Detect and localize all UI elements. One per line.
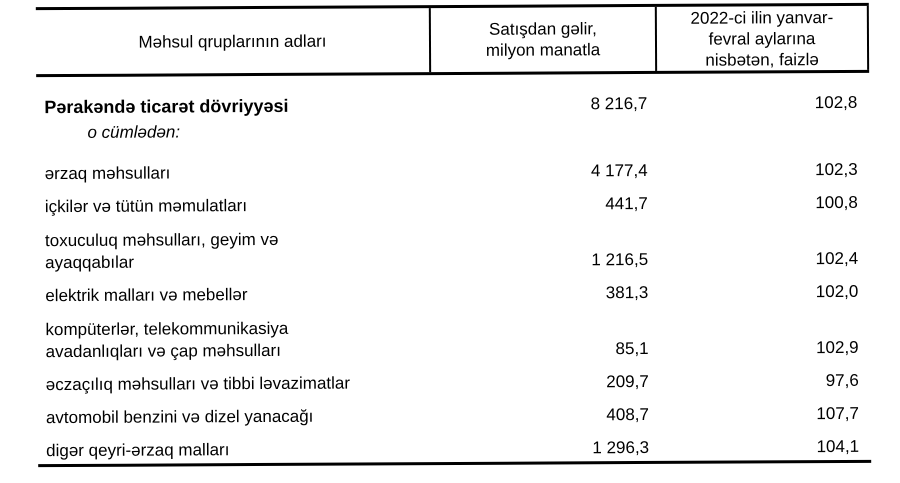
row-value-percent: 100,8 bbox=[815, 192, 858, 213]
row-value-percent: 97,6 bbox=[825, 370, 859, 391]
table-row: ərzaq məhsulları 4 177,4 102,3 bbox=[37, 159, 870, 184]
row-value-revenue: 441,7 bbox=[605, 193, 648, 214]
row-value-revenue: 381,3 bbox=[605, 282, 649, 303]
row-value-revenue: 1 216,5 bbox=[591, 249, 649, 270]
table-row: kompüterlər, telekommunikasiya avadanlıq… bbox=[37, 315, 870, 363]
row-label: ərzaq məhsulları bbox=[44, 163, 171, 184]
row-label: digər qeyri-ərzaq malları bbox=[46, 440, 230, 461]
row-value-percent: 104,1 bbox=[816, 436, 860, 457]
row-label: əczaçılıq məhsulları və tibbi ləvazimatl… bbox=[45, 373, 351, 395]
row-value-percent: 102,3 bbox=[815, 159, 858, 180]
column-header-sales-revenue: Satışdan gəlir, milyon manatla bbox=[428, 6, 656, 73]
including-note-label: o cümlədən: bbox=[87, 122, 181, 142]
row-label-retail-turnover: Pərakəndə ticarət dövriyyəsi bbox=[44, 95, 289, 118]
row-value-percent: 102,0 bbox=[815, 281, 859, 302]
column-header-product-groups: Məhsul qruplarının adları bbox=[138, 31, 327, 52]
row-label: toxuculuq məhsulları, geyim və ayaqqabıl… bbox=[44, 229, 279, 273]
row-label: içkilər və tütün məmulatları bbox=[44, 196, 248, 217]
table-row: içkilər və tütün məmulatları 441,7 100,8 bbox=[37, 192, 870, 217]
row-value-percent: 102,4 bbox=[815, 248, 859, 269]
row-value-revenue: 8 216,7 bbox=[590, 93, 648, 114]
column-header-percent-vs-2022: 2022-ci ilin yanvar- fevral aylarına nis… bbox=[654, 5, 870, 71]
row-value-percent: 107,7 bbox=[816, 403, 859, 424]
table-row: digər qeyri-ərzaq malları 1 296,3 104,1 bbox=[38, 436, 871, 461]
table-row: avtomobil benzini və dizel yanacağı 408,… bbox=[38, 403, 871, 428]
row-value-percent: 102,8 bbox=[814, 92, 858, 113]
table-row: elektrik malları və mebellər 381,3 102,0 bbox=[37, 281, 870, 306]
row-value-percent: 102,9 bbox=[815, 337, 859, 358]
row-value-revenue: 209,7 bbox=[606, 371, 649, 392]
row-value-revenue: 1 296,3 bbox=[592, 437, 650, 458]
row-value-revenue: 4 177,4 bbox=[590, 160, 648, 181]
row-label: kompüterlər, telekommunikasiya avadanlıq… bbox=[45, 318, 289, 362]
row-value-revenue: 85,1 bbox=[615, 338, 649, 359]
retail-trade-table: Məhsul qruplarının adları Satışdan gəlir… bbox=[35, 2, 872, 468]
table-row-total: Pərakəndə ticarət dövriyyəsi 8 216,7 102… bbox=[36, 93, 869, 117]
row-value-revenue: 408,7 bbox=[606, 404, 649, 425]
row-label: avtomobil benzini və dizel yanacağı bbox=[45, 406, 314, 428]
table-row-including-note: o cümlədən: bbox=[36, 120, 869, 142]
table-header-row: Məhsul qruplarının adları Satışdan gəlir… bbox=[35, 5, 870, 78]
table-row: əczaçılıq məhsulları və tibbi ləvazimatl… bbox=[38, 370, 871, 395]
row-label: elektrik malları və mebellər bbox=[45, 285, 248, 306]
table-row: toxuculuq məhsulları, geyim və ayaqqabıl… bbox=[37, 226, 870, 274]
